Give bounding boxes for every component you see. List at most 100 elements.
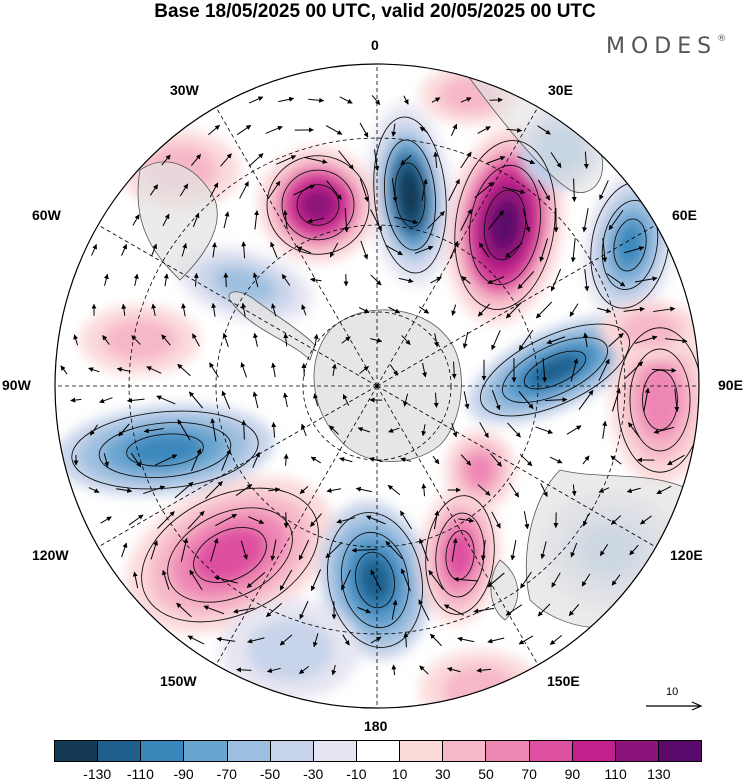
wind-vector xyxy=(370,636,382,644)
wind-vector xyxy=(427,211,445,229)
wind-vector xyxy=(391,178,398,203)
wind-vector xyxy=(325,125,343,135)
wind-vector xyxy=(143,428,164,434)
wind-vector xyxy=(313,393,319,407)
wind-vector xyxy=(540,483,548,498)
wind-vector xyxy=(487,637,505,644)
wind-vector xyxy=(433,333,439,348)
wind-vector xyxy=(221,448,231,471)
anomaly-band xyxy=(300,188,336,222)
wind-vector xyxy=(271,362,276,378)
wind-vector xyxy=(610,455,622,465)
wind-vector xyxy=(161,154,171,166)
wind-vector xyxy=(419,538,429,562)
colorbar-swatch xyxy=(227,741,271,761)
wind-vector xyxy=(189,569,203,591)
wind-vector xyxy=(519,453,533,467)
wind-vector xyxy=(252,391,259,409)
wind-vector xyxy=(422,362,427,378)
wind-vector xyxy=(336,517,356,524)
contour xyxy=(354,551,396,609)
wind-vector xyxy=(351,547,377,553)
wind-vector xyxy=(270,241,278,258)
wind-vector xyxy=(312,633,319,648)
wind-vector xyxy=(211,302,217,317)
wind-vector xyxy=(246,572,266,588)
wind-vector xyxy=(403,95,409,105)
lon-label-150e: 150E xyxy=(547,673,580,689)
wind-vector xyxy=(491,330,501,351)
wind-vector xyxy=(568,604,580,617)
wind-vector xyxy=(188,391,204,409)
wind-vector xyxy=(70,397,82,403)
wind-vector xyxy=(387,484,401,496)
wind-vector xyxy=(279,569,293,591)
wind-vector xyxy=(177,363,191,377)
wind-vector xyxy=(282,209,288,230)
wind-vector xyxy=(298,665,309,675)
wind-vector xyxy=(240,540,248,560)
wind-vector xyxy=(209,362,219,378)
wind-vector xyxy=(433,510,440,530)
wind-vector xyxy=(611,574,621,586)
anomaly-band xyxy=(637,362,683,438)
wind-vector xyxy=(549,635,563,645)
wind-vector xyxy=(341,569,351,591)
anomaly-band xyxy=(443,665,517,708)
wind-vector xyxy=(545,397,568,403)
wind-vector xyxy=(461,276,471,284)
wind-vector xyxy=(518,329,534,351)
contour xyxy=(425,495,495,615)
lon-label-60e: 60E xyxy=(672,207,697,223)
wind-vector xyxy=(443,604,464,616)
wind-vector xyxy=(248,153,264,167)
wind-vector xyxy=(418,306,430,314)
wind-vector xyxy=(154,454,178,466)
wind-vector xyxy=(131,335,141,345)
wind-vector xyxy=(602,420,608,439)
contour xyxy=(469,164,541,286)
wind-vector xyxy=(190,154,202,166)
wind-vector xyxy=(132,214,140,226)
wind-vector xyxy=(174,481,194,499)
contour xyxy=(629,348,691,452)
wind-vector xyxy=(480,539,486,561)
wind-vector xyxy=(365,515,386,525)
wind-vector xyxy=(491,390,501,411)
wind-vector xyxy=(149,184,159,196)
wind-vector xyxy=(487,572,505,588)
wind-vector xyxy=(433,151,439,168)
contour xyxy=(266,155,370,255)
wind-vector xyxy=(570,542,578,558)
wind-vector xyxy=(370,274,382,286)
wind-vector xyxy=(203,605,225,615)
wind-vector xyxy=(276,155,297,165)
wind-vector xyxy=(103,453,109,467)
colorbar-ticks: -130 -110 -90 -70 -50 -30 -10 10 30 50 70 90 110 130 xyxy=(54,766,702,782)
wind-vector xyxy=(566,425,582,435)
wind-vector xyxy=(389,364,399,376)
wind-vector xyxy=(121,542,128,558)
contour xyxy=(98,422,232,478)
wind-vector xyxy=(643,387,650,412)
wind-vector xyxy=(537,179,551,201)
wind-vector xyxy=(301,363,307,377)
wind-vector xyxy=(430,633,442,647)
colorbar-tick-label: 110 xyxy=(604,766,627,782)
wind-vector xyxy=(210,537,219,562)
wind-vector xyxy=(343,207,349,233)
wind-vector xyxy=(208,124,221,136)
wind-vector xyxy=(460,454,472,466)
wind-vector xyxy=(253,332,258,347)
wind-vector xyxy=(279,634,293,646)
wind-vector xyxy=(487,276,505,284)
colorbar-tick-label: 30 xyxy=(435,766,451,782)
wind-vector xyxy=(400,154,412,166)
wind-vector xyxy=(281,273,291,286)
wind-vector xyxy=(121,303,127,316)
wind-vector xyxy=(597,307,612,314)
wind-vector xyxy=(627,422,641,438)
wind-vector xyxy=(247,637,265,644)
wind-vector xyxy=(121,243,127,256)
colorbar-tick-label: 10 xyxy=(391,766,408,782)
